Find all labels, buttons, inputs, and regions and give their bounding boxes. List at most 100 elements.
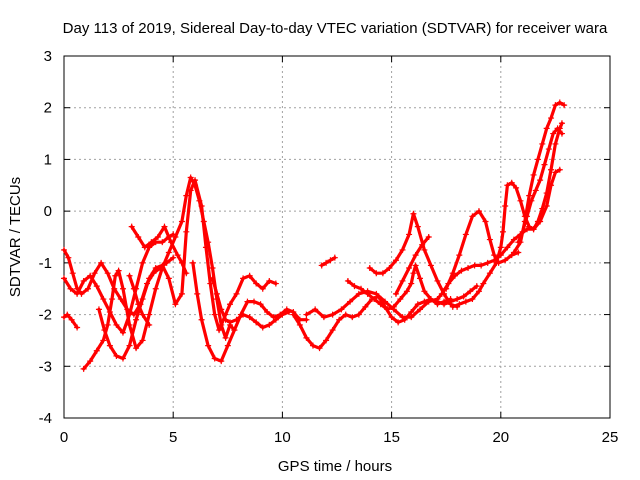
data-point	[469, 296, 476, 303]
data-point	[246, 272, 253, 279]
data-point	[403, 288, 410, 295]
data-point	[61, 246, 67, 253]
data-point	[65, 254, 72, 261]
data-point	[508, 179, 515, 186]
plot-frame	[63, 55, 611, 419]
data-point	[408, 280, 415, 287]
data-point	[510, 236, 517, 243]
data-point	[493, 259, 500, 266]
data-point	[165, 275, 172, 282]
data-point	[327, 257, 334, 264]
data-point	[146, 321, 153, 328]
data-point	[541, 161, 548, 168]
data-point	[528, 197, 535, 204]
data-point	[397, 296, 404, 303]
data-point	[421, 288, 428, 295]
series-line	[97, 178, 278, 361]
data-point	[519, 228, 526, 235]
data-point	[399, 246, 406, 253]
data-point	[202, 244, 209, 251]
data-point	[462, 298, 469, 305]
data-point	[524, 213, 531, 220]
data-point	[386, 265, 393, 272]
data-point	[434, 277, 441, 284]
x-tick-label: 0	[60, 429, 68, 446]
data-point	[266, 321, 273, 328]
data-point	[414, 223, 421, 230]
data-point	[64, 311, 71, 318]
data-point	[491, 252, 498, 259]
series-line	[82, 175, 236, 371]
data-point	[475, 288, 482, 295]
data-point	[517, 197, 524, 204]
data-point	[148, 239, 155, 246]
data-point	[141, 244, 148, 251]
data-point	[135, 301, 142, 308]
x-tick-label: 10	[274, 429, 291, 446]
data-point	[347, 298, 354, 305]
data-point	[172, 301, 179, 308]
data-point	[112, 272, 119, 279]
y-tick-label: -1	[39, 255, 52, 272]
data-point	[412, 262, 419, 269]
data-point	[159, 262, 166, 269]
data-point	[336, 316, 343, 323]
data-point	[408, 308, 415, 315]
data-point	[482, 218, 489, 225]
data-point	[87, 272, 94, 279]
data-point	[497, 244, 504, 251]
x-axis-label: GPS time / hours	[278, 458, 392, 475]
data-point	[240, 311, 247, 318]
data-point	[432, 298, 439, 305]
data-point	[552, 169, 559, 176]
data-point	[100, 337, 107, 344]
data-point	[530, 226, 537, 233]
data-point	[183, 270, 190, 277]
data-point	[139, 337, 146, 344]
y-tick-label: 2	[44, 100, 52, 117]
axis-ticks: 0 5 10 15 20 25 -4 -3 -2 -1 0 1 2 3	[39, 48, 619, 446]
data-point	[548, 166, 555, 173]
data-point	[178, 218, 185, 225]
data-point	[119, 285, 126, 292]
data-point	[473, 283, 480, 290]
data-point	[233, 290, 240, 297]
data-point	[104, 270, 111, 277]
data-point	[226, 301, 233, 308]
series-line	[394, 235, 431, 296]
data-point	[170, 254, 177, 261]
series-line	[291, 284, 479, 350]
data-point	[445, 280, 452, 287]
data-point	[373, 290, 380, 297]
data-point	[364, 290, 371, 297]
series-track-5	[95, 177, 279, 362]
data-point	[266, 277, 273, 284]
data-point	[211, 311, 218, 318]
data-point	[456, 252, 463, 259]
series-line	[451, 121, 564, 309]
data-point	[399, 314, 406, 321]
data-point	[259, 285, 266, 292]
series-track-6	[126, 272, 153, 328]
data-point	[161, 223, 168, 230]
data-point	[388, 314, 395, 321]
data-point	[211, 355, 218, 362]
data-point	[87, 358, 94, 365]
data-point	[253, 319, 260, 326]
data-point	[392, 290, 399, 297]
data-point	[74, 324, 81, 331]
data-point	[216, 327, 223, 334]
data-point	[552, 102, 559, 109]
data-point	[61, 275, 67, 282]
data-point	[469, 213, 476, 220]
chart-title: Day 113 of 2019, Sidereal Day-to-day VTE…	[63, 20, 608, 37]
series-line	[62, 313, 79, 330]
data-point	[342, 311, 349, 318]
data-point	[303, 311, 310, 318]
data-point	[441, 298, 448, 305]
data-point	[552, 140, 559, 147]
data-point	[480, 280, 487, 287]
data-point	[416, 306, 423, 313]
data-point	[462, 231, 469, 238]
data-point	[331, 254, 338, 261]
